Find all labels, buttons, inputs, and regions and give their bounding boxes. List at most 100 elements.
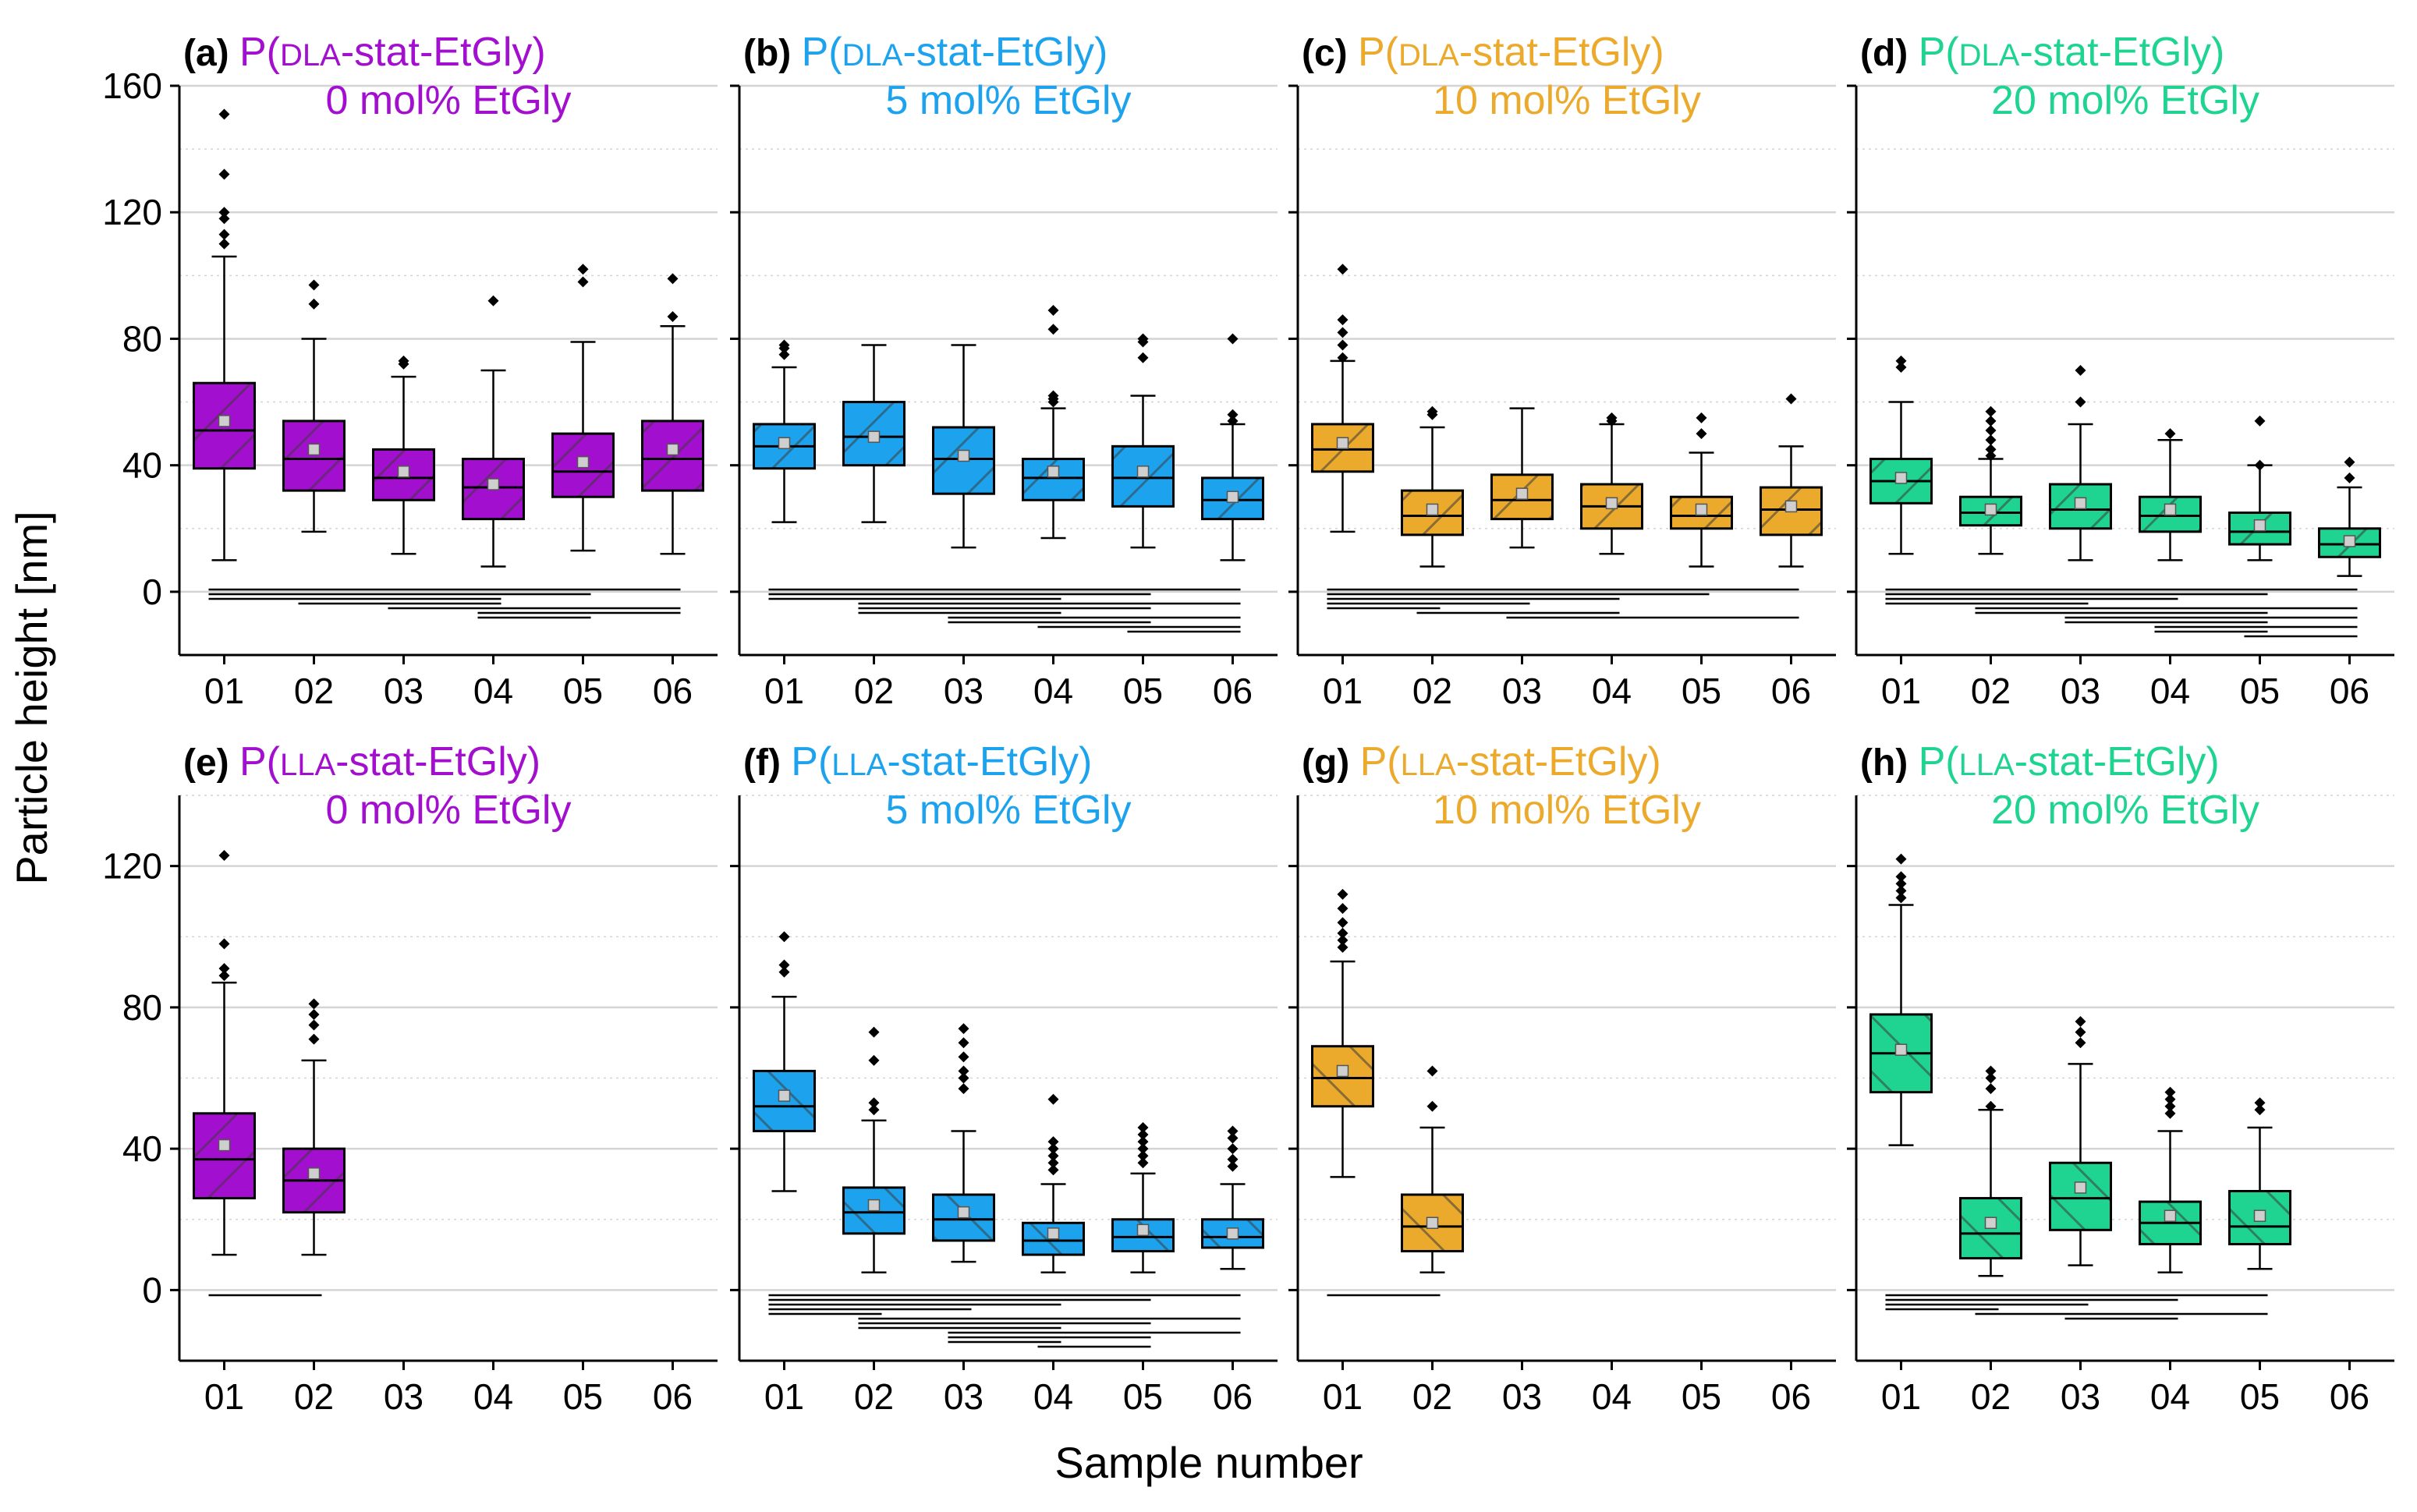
- mean-marker: [1226, 490, 1239, 503]
- box-01: [193, 108, 256, 561]
- outlier-point: [577, 276, 589, 288]
- x-tick-label: 04: [1033, 1376, 1073, 1417]
- outlier-point: [1337, 339, 1348, 351]
- outlier-point: [2344, 472, 2355, 483]
- outlier-point: [1696, 428, 1707, 440]
- outlier-point: [218, 238, 230, 250]
- outlier-point: [778, 342, 790, 354]
- box-03: [2049, 1016, 2112, 1266]
- panel-label: (d): [1860, 33, 1919, 74]
- mean-marker: [1047, 466, 1060, 478]
- outlier-point: [2164, 1107, 2176, 1119]
- panel-label: (g): [1302, 742, 1360, 784]
- box-05: [551, 264, 615, 552]
- outlier-point: [1426, 1065, 1438, 1077]
- outlier-point: [1426, 1100, 1438, 1112]
- x-axis-label: Sample number: [1054, 1438, 1363, 1487]
- panel-h: 01 02 03 04 05 06 (h) P(LLA-stat-EtGly)20 mol%…: [1847, 739, 2394, 1417]
- x-tick-label: 01: [1881, 671, 1921, 711]
- iqr-box: [641, 420, 704, 492]
- outlier-point: [1047, 1164, 1059, 1176]
- x-tick-label: 05: [1682, 1376, 1721, 1417]
- x-tick-label: 02: [1971, 1376, 2011, 1417]
- x-tick-label: 03: [2061, 671, 2100, 711]
- outlier-point: [667, 311, 679, 323]
- box-04: [1022, 1093, 1085, 1273]
- outlier-point: [1606, 415, 1618, 427]
- outlier-point: [1047, 324, 1059, 335]
- panel-label: (e): [183, 742, 239, 784]
- panel-c: 01 02 03 04 05 06 (c) P(DLA-stat-EtGly)10 mol%…: [1288, 30, 1836, 711]
- panel-a: 0 40 80 120 160 01 02 03 04 05 06 (a) P(DLA-stat-Et…: [102, 30, 718, 711]
- box-02: [1401, 405, 1464, 568]
- panel-title-line1: (e) P(LLA-stat-EtGly): [183, 739, 540, 784]
- panel-title-line1: (a) P(DLA-stat-EtGly): [183, 30, 546, 75]
- panel-title-line2: 10 mol% EtGly: [1433, 78, 1701, 123]
- outlier-point: [1985, 450, 1997, 462]
- mean-marker: [867, 430, 881, 443]
- panel-title-prefix: P(: [791, 739, 832, 784]
- outlier-point: [2254, 1097, 2266, 1109]
- outlier-point: [2164, 1100, 2176, 1112]
- outlier-point: [1985, 444, 1997, 455]
- outlier-point: [868, 1054, 880, 1066]
- outlier-point: [1137, 1136, 1149, 1148]
- outlier-point: [1985, 1065, 1997, 1077]
- outlier-point: [1227, 1153, 1239, 1165]
- box-04: [462, 295, 525, 568]
- outlier-point: [1227, 409, 1239, 420]
- mean-marker: [2253, 519, 2266, 532]
- box-03: [932, 344, 995, 549]
- x-tick-label: 04: [473, 1376, 513, 1417]
- outlier-point: [1895, 878, 1907, 890]
- x-tick-label: 02: [294, 671, 334, 711]
- panel-title-suffix: -stat-EtGly): [341, 30, 546, 75]
- mean-marker: [957, 1206, 970, 1219]
- mean-marker: [1894, 1043, 1908, 1056]
- x-tick-label: 02: [854, 1376, 894, 1417]
- x-tick-label: 04: [1592, 1376, 1632, 1417]
- outlier-point: [778, 931, 790, 943]
- outlier-point: [1137, 1143, 1149, 1155]
- panel-title-line1: (c) P(DLA-stat-EtGly): [1302, 30, 1664, 75]
- y-tick-label: 120: [102, 846, 162, 887]
- mean-marker: [576, 455, 590, 469]
- outlier-point: [868, 1097, 880, 1109]
- y-tick-label: 0: [142, 1269, 162, 1310]
- box-04: [1022, 304, 1085, 540]
- panel-title-line1: (f) P(LLA-stat-EtGly): [743, 739, 1092, 784]
- outlier-point: [1337, 327, 1348, 338]
- box-02: [842, 1026, 905, 1273]
- outlier-point: [958, 1037, 969, 1049]
- panel-title-line1: (d) P(DLA-stat-EtGly): [1860, 30, 2224, 75]
- outlier-point: [778, 966, 790, 978]
- mean-marker: [1605, 497, 1618, 510]
- panel-label: (b): [743, 33, 802, 74]
- mean-marker: [2164, 503, 2177, 516]
- mean-marker: [957, 449, 970, 462]
- x-tick-label: 01: [1323, 1376, 1363, 1417]
- outlier-point: [1337, 917, 1348, 929]
- y-tick-label: 160: [102, 66, 162, 106]
- outlier-point: [308, 998, 320, 1010]
- mean-marker: [778, 1089, 791, 1102]
- outlier-point: [958, 1083, 969, 1095]
- outlier-point: [218, 228, 230, 240]
- panel-b: 01 02 03 04 05 06 (b) P(DLA-stat-EtGly)5 mol% …: [730, 30, 1278, 711]
- panel-label: (c): [1302, 33, 1358, 74]
- panel-title-suffix: -stat-EtGly): [887, 739, 1092, 784]
- outlier-point: [2075, 396, 2086, 408]
- panel-title-smallcaps: LLA: [831, 748, 887, 782]
- outlier-point: [308, 298, 320, 310]
- panel-title-smallcaps: DLA: [1398, 38, 1459, 73]
- outlier-point: [1047, 1093, 1059, 1105]
- x-tick-label: 05: [2240, 671, 2280, 711]
- box-01: [193, 850, 256, 1256]
- outlier-point: [2254, 1104, 2266, 1116]
- panel-title-suffix: -stat-EtGly): [335, 739, 540, 784]
- outlier-point: [1227, 1143, 1239, 1155]
- outlier-point: [218, 938, 230, 950]
- outlier-point: [1985, 415, 1997, 427]
- panel-e: 0 40 80 120 01 02 03 04 05 06 (e) P(LLA-stat-EtGly…: [102, 739, 718, 1417]
